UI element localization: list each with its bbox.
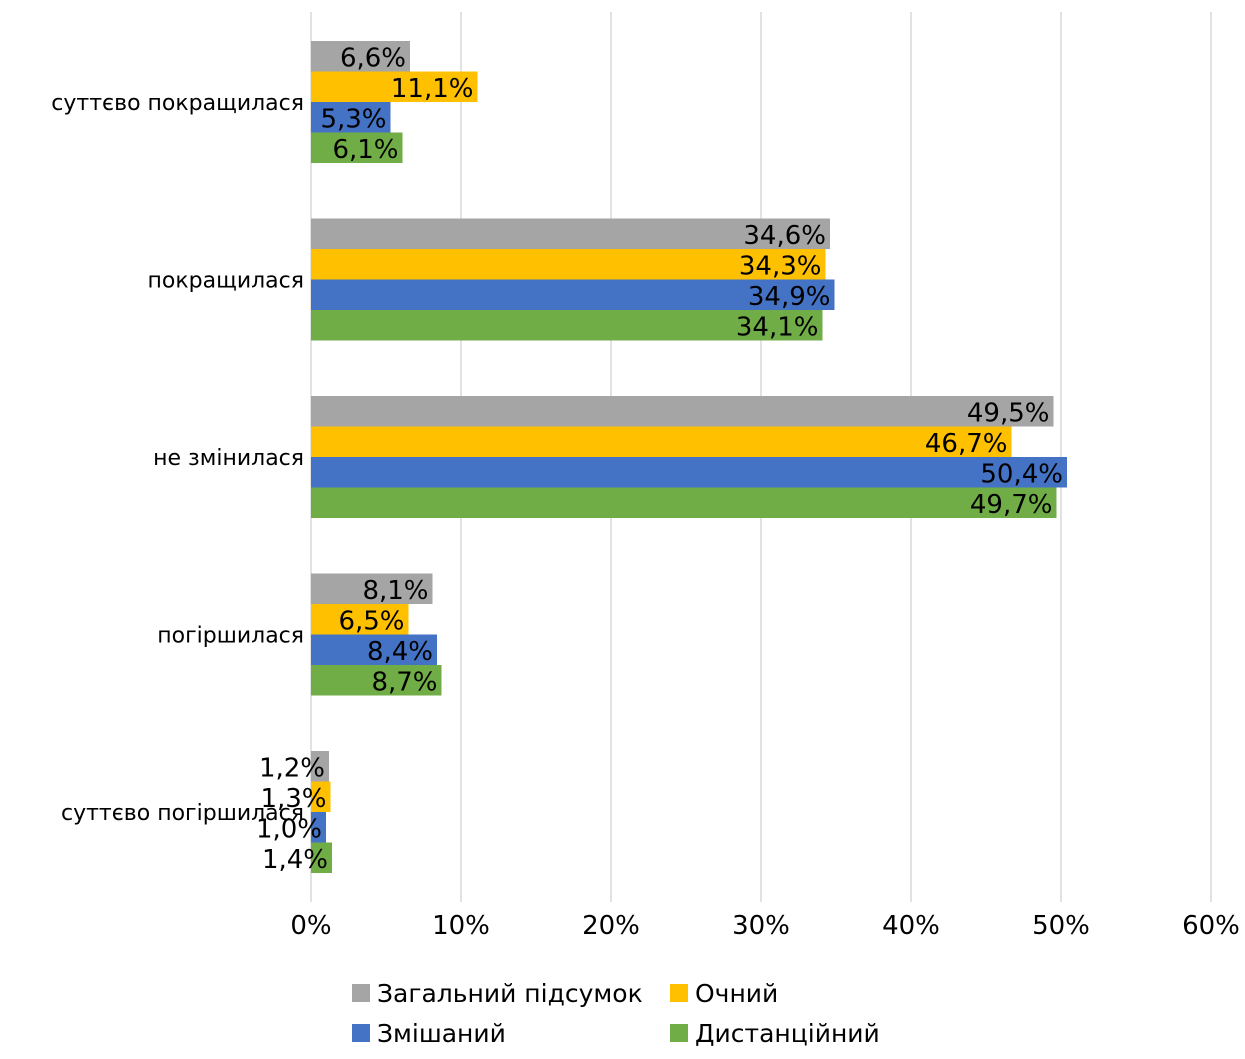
data-label: 11,1% <box>391 74 474 104</box>
legend-item: Загальний підсумок <box>352 979 643 1008</box>
bar <box>311 396 1054 427</box>
bar <box>311 310 823 341</box>
data-labels: 6,6%11,1%5,3%6,1% 34,6%34,3%34,9%34,1% 49,… <box>256 43 1063 875</box>
x-tick-label: 0% <box>290 911 331 941</box>
data-label: 34,6% <box>743 221 826 251</box>
data-label: 49,5% <box>967 398 1050 428</box>
data-label: 34,1% <box>736 312 819 342</box>
legend-swatch <box>352 1024 370 1042</box>
data-label: 8,7% <box>371 667 437 697</box>
data-label: 8,1% <box>362 576 428 606</box>
category-axis: суттєво покращилася покращилася не змінила… <box>51 91 304 826</box>
x-tick-label: 10% <box>432 911 490 941</box>
bar <box>311 426 1012 457</box>
bar <box>311 41 410 72</box>
bar <box>311 71 478 102</box>
legend-item: Змішаний <box>352 1019 506 1048</box>
legend-label: Загальний підсумок <box>377 979 643 1008</box>
data-label: 46,7% <box>925 429 1008 459</box>
legend-item: Очний <box>670 979 778 1008</box>
bar <box>311 842 332 873</box>
legend-item: Дистанційний <box>670 1019 880 1048</box>
bar <box>311 812 326 843</box>
legend-label: Змішаний <box>377 1019 506 1048</box>
bars <box>311 41 1067 873</box>
bar <box>311 781 331 812</box>
data-label: 6,1% <box>332 135 398 165</box>
category-label: погіршилася <box>157 624 304 649</box>
category-label: суттєво покращилася <box>51 91 304 116</box>
data-label: 1,4% <box>262 845 328 875</box>
legend-label: Очний <box>695 979 778 1008</box>
bar <box>311 279 835 310</box>
bar <box>311 634 437 665</box>
data-label: 1,3% <box>260 784 326 814</box>
data-label: 34,9% <box>748 282 831 312</box>
data-label: 1,2% <box>259 753 325 783</box>
data-label: 5,3% <box>320 104 386 134</box>
legend: Загальний підсумок Очний Змішаний Дистанцій… <box>352 979 880 1048</box>
bar <box>311 487 1057 518</box>
bar <box>311 604 409 635</box>
bar <box>311 102 391 133</box>
data-label: 34,3% <box>739 251 822 281</box>
category-label: суттєво погіршилася <box>61 801 304 826</box>
bar <box>311 132 403 163</box>
data-label: 6,5% <box>338 606 404 636</box>
data-label: 1,0% <box>256 814 322 844</box>
data-label: 50,4% <box>980 459 1063 489</box>
bar <box>311 457 1067 488</box>
x-tick-label: 40% <box>882 911 940 941</box>
x-tick-label: 30% <box>732 911 790 941</box>
legend-swatch <box>352 984 370 1002</box>
legend-swatch <box>670 1024 688 1042</box>
x-tick-label: 50% <box>1032 911 1090 941</box>
bar <box>311 218 830 249</box>
legend-swatch <box>670 984 688 1002</box>
category-label: покращилася <box>148 269 304 294</box>
data-label: 49,7% <box>970 490 1053 520</box>
value-axis: 0% 10% 20% 30% 40% 50% 60% <box>290 911 1240 941</box>
bar <box>311 751 329 782</box>
bar <box>311 665 442 696</box>
bar <box>311 249 826 280</box>
data-label: 8,4% <box>367 637 433 667</box>
x-tick-label: 20% <box>582 911 640 941</box>
legend-label: Дистанційний <box>695 1019 880 1048</box>
category-label: не змінилася <box>153 446 304 471</box>
bar <box>311 573 433 604</box>
x-tick-label: 60% <box>1182 911 1240 941</box>
data-label: 6,6% <box>340 43 406 73</box>
